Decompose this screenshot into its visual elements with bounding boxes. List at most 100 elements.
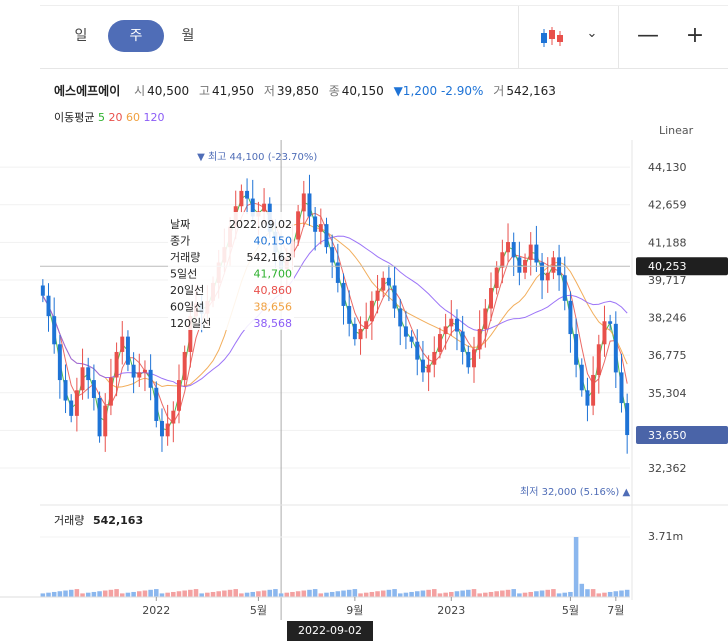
tab-monthly[interactable]: 월 <box>181 28 195 44</box>
candle-body <box>74 390 79 416</box>
volume-bar <box>171 591 176 597</box>
tooltip-label: 종가 <box>170 235 190 248</box>
candlestick-chart[interactable]: 44,130 42,659 41,188 39,717 38,246 36,775 35,3… <box>0 140 728 620</box>
volume-bar <box>210 591 216 597</box>
candle-body <box>313 216 318 232</box>
volume-bar <box>142 590 148 597</box>
last-price-text: 33,650 <box>648 429 687 442</box>
volume-bar <box>420 590 426 597</box>
candle-body <box>369 300 374 322</box>
ma-5-line <box>42 193 628 431</box>
volume-bar <box>454 591 460 597</box>
volume-bar <box>80 593 85 597</box>
volume-bar <box>216 591 221 597</box>
volume-bar <box>284 592 290 597</box>
volume-bar <box>346 589 352 597</box>
price-summary: 에스에프에이 시 40,500 고 41,950 저 39,850 종 40,150 ▼… <box>54 82 562 99</box>
low-value: 39,850 <box>276 84 319 98</box>
scale-selector[interactable]: Linear <box>659 124 694 137</box>
candle-body <box>534 244 539 263</box>
candle-body <box>437 334 442 352</box>
ma-20-line <box>42 202 628 424</box>
toolbar-divider <box>518 6 519 68</box>
candle-body <box>103 405 108 437</box>
volume-bar <box>250 591 256 597</box>
candle-body <box>574 334 579 365</box>
crosshair-date-label: 2022-09-02 <box>287 621 373 641</box>
candle-body <box>392 285 397 309</box>
candle-body <box>165 423 170 437</box>
high-label: 고 <box>198 84 210 98</box>
candle-body <box>137 372 142 378</box>
zoom-in-button[interactable]: + <box>685 23 705 48</box>
volume-bar <box>449 591 454 597</box>
volume-bar <box>568 591 573 597</box>
volume-bar <box>517 593 522 597</box>
candle-body <box>182 351 187 381</box>
volume-bar <box>233 589 238 597</box>
volume-bar <box>239 593 244 597</box>
toolbar-divider <box>618 6 619 68</box>
volume-bar <box>613 591 619 597</box>
zoom-out-button[interactable]: — <box>637 23 659 48</box>
last-price-tag <box>636 426 728 445</box>
candle-body <box>120 336 125 352</box>
volume-bar <box>607 591 613 597</box>
ma-5-label: 5 <box>97 111 105 124</box>
candle-body <box>517 257 522 273</box>
tab-daily[interactable]: 일 <box>74 28 88 44</box>
volume-bar <box>585 589 590 597</box>
candle-body <box>188 316 193 352</box>
volume-bar <box>329 591 335 597</box>
volume-bar <box>188 589 193 597</box>
candle-body <box>352 323 357 340</box>
volume-bar <box>358 593 363 597</box>
volume-bar <box>290 591 295 597</box>
volume-bar <box>602 592 607 597</box>
volume-bar <box>51 591 57 597</box>
candle-body <box>596 344 601 375</box>
candle-body <box>608 321 613 324</box>
price-tick-label: 38,246 <box>648 312 687 325</box>
candle-body <box>443 326 448 335</box>
x-tick-label: 5월 <box>562 604 579 617</box>
volume-bar <box>91 591 97 597</box>
candle-body <box>562 275 567 301</box>
price-tick-label: 35,304 <box>648 387 687 400</box>
volume-bar <box>397 593 403 597</box>
candle-body <box>386 277 391 286</box>
candlestick-type-icon[interactable] <box>539 26 565 50</box>
volume-bar <box>483 592 488 597</box>
candle-body <box>449 318 454 327</box>
volume-value: 542,163 <box>506 84 556 98</box>
low-label: 저 <box>263 84 275 98</box>
volume-bar <box>341 590 346 597</box>
candle-body <box>613 323 618 373</box>
x-tick-label: 2023 <box>437 604 465 617</box>
candle-body <box>91 380 96 398</box>
candle-body <box>80 367 85 391</box>
volume-bar <box>261 590 267 597</box>
price-tick-label: 44,130 <box>648 161 687 174</box>
volume-bar <box>352 589 358 597</box>
tab-weekly[interactable]: 주 <box>108 20 164 52</box>
price-tick-label: 41,188 <box>648 236 687 249</box>
candle-body <box>483 308 488 329</box>
candle-body <box>40 285 45 296</box>
candle-body <box>506 242 511 253</box>
candle-body <box>500 252 505 268</box>
volume-bar <box>522 592 528 597</box>
volume-bar <box>556 593 562 597</box>
volume-value: 542,163 <box>93 514 143 527</box>
volume-bar <box>551 589 556 597</box>
volume-bar <box>102 590 108 597</box>
chevron-down-icon[interactable]: ⌄ <box>586 26 598 41</box>
tooltip-label: 60일선 <box>170 300 204 314</box>
volume-bar <box>295 591 301 597</box>
candle-body <box>125 336 130 365</box>
candle-body <box>375 290 380 301</box>
ma-legend-label: 이동평균 <box>54 111 95 124</box>
candle-body <box>403 326 408 337</box>
volume-axis-max: 3.71m <box>648 530 683 543</box>
ma-20-label: 20 <box>108 111 123 124</box>
